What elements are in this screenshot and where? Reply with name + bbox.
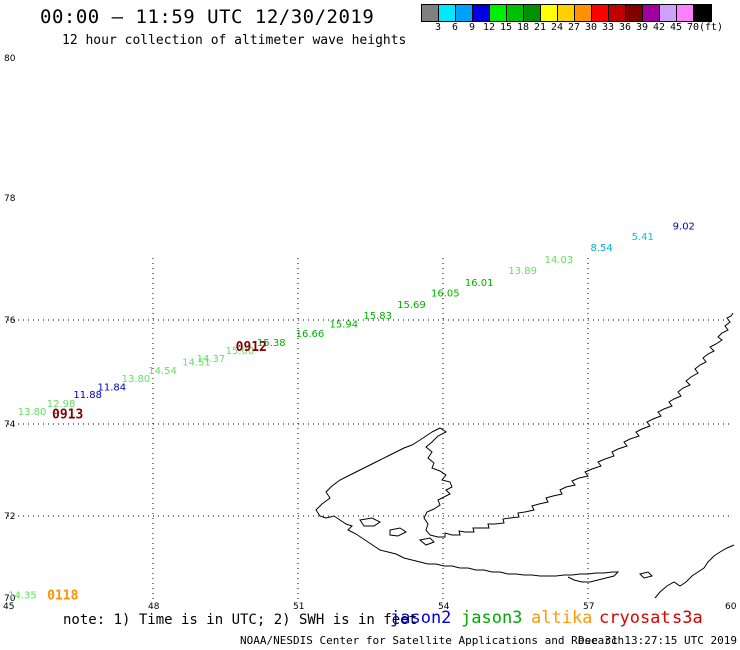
pass-time-label: 0913 bbox=[52, 408, 83, 423]
latitude-label: 76 bbox=[4, 316, 16, 326]
legend-label: 36 bbox=[619, 22, 632, 33]
wave-height-label: 16.05 bbox=[431, 289, 460, 300]
map-subtitle: 12 hour collection of altimeter wave hei… bbox=[62, 33, 407, 48]
legend-swatch bbox=[456, 5, 473, 21]
legend-label: 24 bbox=[551, 22, 564, 33]
map-title: 00:00 – 11:59 UTC 12/30/2019 bbox=[40, 6, 375, 28]
legend-label: 42 bbox=[653, 22, 666, 33]
generated-timestamp: Dec 31 13:27:15 UTC 2019 bbox=[578, 634, 737, 647]
longitude-label: 54 bbox=[438, 602, 450, 612]
wave-height-label: 11.88 bbox=[73, 390, 102, 401]
legend-label: 9 bbox=[469, 22, 476, 33]
footer-note: note: 1) Time is in UTC; 2) SWH is in fe… bbox=[63, 612, 418, 628]
latitude-label: 72 bbox=[4, 512, 15, 522]
legend-swatch bbox=[643, 5, 660, 21]
pass-time-label: 0118 bbox=[47, 589, 78, 604]
wave-height-label: 14.35 bbox=[8, 591, 37, 602]
longitude-label: 48 bbox=[148, 602, 160, 612]
legend-swatch bbox=[660, 5, 677, 21]
wave-height-label: 15.69 bbox=[397, 300, 426, 311]
wave-height-label: 5.41 bbox=[632, 232, 654, 243]
legend-swatch bbox=[609, 5, 626, 21]
longitude-label: 60 bbox=[725, 602, 737, 612]
legend-label: 18 bbox=[517, 22, 530, 33]
wave-height-label: 14.03 bbox=[545, 255, 574, 266]
latitude-label: 78 bbox=[4, 194, 16, 204]
legend-swatch bbox=[592, 5, 609, 21]
legend-swatch bbox=[694, 5, 711, 21]
island-1 bbox=[359, 517, 381, 527]
legend-label: 15 bbox=[500, 22, 513, 33]
wave-height-label: 15.94 bbox=[330, 320, 359, 331]
wave-height-label: 13.80 bbox=[122, 374, 151, 385]
coastline-gulf bbox=[423, 427, 453, 536]
longitude-labels: 45 48 51 54 57 60 bbox=[3, 602, 737, 612]
legend-label: 33 bbox=[602, 22, 615, 33]
wave-height-label: 8.54 bbox=[591, 243, 613, 254]
legend-swatch bbox=[422, 5, 439, 21]
color-scale-legend bbox=[421, 4, 712, 22]
wave-height-label: 14.37 bbox=[197, 354, 226, 365]
legend-label: 45 bbox=[670, 22, 683, 33]
wave-height-label: 13.89 bbox=[508, 266, 537, 277]
legend-label: 30 bbox=[585, 22, 598, 33]
map-gridlines bbox=[8, 258, 733, 600]
longitude-label: 51 bbox=[293, 602, 304, 612]
legend-label: 39 bbox=[636, 22, 649, 33]
island-3 bbox=[418, 537, 435, 546]
legend-swatch bbox=[626, 5, 643, 21]
legend-label: 12 bbox=[483, 22, 496, 33]
pass-time-label: 0912 bbox=[236, 340, 267, 355]
island-2 bbox=[389, 527, 407, 537]
legend-swatch bbox=[524, 5, 541, 21]
credit-text: NOAA/NESDIS Center for Satellite Applica… bbox=[240, 634, 625, 647]
wave-height-label: 16.66 bbox=[296, 329, 325, 340]
wave-height-label: 16.01 bbox=[465, 278, 494, 289]
legend-unit: (ft) bbox=[699, 22, 724, 33]
legend-swatch bbox=[507, 5, 524, 21]
coastline-north bbox=[429, 312, 734, 538]
legend-label: 27 bbox=[568, 22, 581, 33]
latitude-labels: 80 78 76 74 72 70 bbox=[4, 54, 16, 604]
satellite-name-jason2: jason2 bbox=[390, 608, 452, 628]
legend-swatch bbox=[558, 5, 575, 21]
longitude-label: 45 bbox=[3, 602, 14, 612]
wave-height-label: 15.83 bbox=[363, 311, 392, 322]
wave-height-label: 12.98 bbox=[47, 399, 76, 410]
wave-height-label: 15.00 bbox=[226, 346, 255, 357]
pass-time-labels: 0912 0913 0118 bbox=[47, 340, 267, 604]
legend-swatch bbox=[541, 5, 558, 21]
coastline-mainland bbox=[654, 544, 735, 599]
latitude-label: 80 bbox=[4, 54, 16, 64]
legend-swatch bbox=[439, 5, 456, 21]
wave-height-labels: 9.02 5.41 8.54 14.03 13.89 16.01 16.05 15.69 15.… bbox=[8, 221, 695, 601]
legend-label: 70 bbox=[687, 22, 700, 33]
latitude-label: 74 bbox=[4, 420, 16, 430]
legend-swatch bbox=[575, 5, 592, 21]
coastline-south bbox=[315, 431, 620, 583]
wave-height-label: 11.84 bbox=[98, 383, 127, 394]
wave-height-label: 13.80 bbox=[18, 407, 47, 418]
satellite-name-jason3: jason3 bbox=[461, 608, 523, 628]
legend-swatch bbox=[490, 5, 507, 21]
legend-label: 21 bbox=[534, 22, 547, 33]
legend-swatch bbox=[677, 5, 694, 21]
wave-height-label: 9.02 bbox=[673, 221, 695, 232]
satellite-name-cryosat: cryosat bbox=[599, 608, 671, 628]
wave-height-label: 15.38 bbox=[257, 338, 286, 349]
longitude-label: 57 bbox=[583, 602, 594, 612]
island-4 bbox=[639, 571, 653, 579]
latitude-label: 70 bbox=[4, 594, 16, 604]
satellite-name-altika: altika bbox=[531, 608, 593, 628]
wave-height-label: 14.51 bbox=[182, 358, 211, 369]
legend-label: 3 bbox=[435, 22, 442, 33]
wave-height-label: 14.54 bbox=[148, 366, 177, 377]
legend-label: 6 bbox=[452, 22, 459, 33]
legend-swatch bbox=[473, 5, 490, 21]
satellite-name-s3a: s3a bbox=[672, 608, 703, 628]
novaya-zemlya-coastline bbox=[315, 312, 735, 599]
